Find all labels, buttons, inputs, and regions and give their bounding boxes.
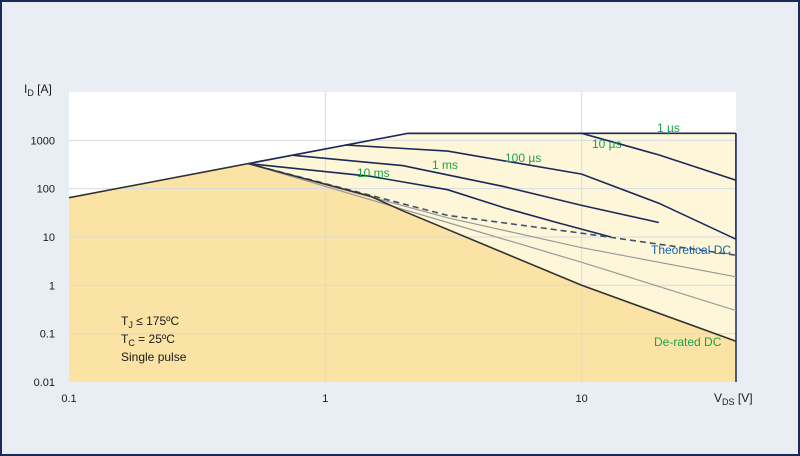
series-line-gray-2 xyxy=(248,163,736,312)
series-line-10-ms xyxy=(248,162,612,238)
condition-pulse: Single pulse xyxy=(121,350,187,364)
x-tick-label: 10 xyxy=(576,393,588,405)
x-tick-label: 0.1 xyxy=(61,393,76,405)
y-tick-label: 10 xyxy=(43,232,55,244)
series-line-de-rated-dc xyxy=(69,162,736,342)
y-tick-label: 1000 xyxy=(31,135,55,147)
series-line-1-ms xyxy=(293,154,659,224)
condition-tc: TC = 25ºC xyxy=(121,332,175,348)
y-axis-sub: D xyxy=(27,88,34,98)
x-axis-label: VDS [V] xyxy=(714,391,753,407)
x-axis-sub: DS xyxy=(722,397,735,407)
y-tick-label: 0.1 xyxy=(40,329,55,341)
safe-region-fill xyxy=(69,163,736,382)
condition-tj-main: T xyxy=(121,314,129,328)
y-tick-label: 0.01 xyxy=(34,377,55,389)
x-axis-main: V xyxy=(714,391,722,405)
x-axis-unit: [V] xyxy=(735,391,753,405)
condition-tc-sub: C xyxy=(128,338,135,348)
region-fills xyxy=(69,133,736,382)
label-theoretical-dc: Theoretical DC xyxy=(651,243,731,257)
y-axis-label: ID [A] xyxy=(24,82,52,98)
condition-tj-sub: J xyxy=(128,320,133,330)
label-derated-dc: De-rated DC xyxy=(654,335,722,349)
label-1us: 1 µs xyxy=(657,121,680,135)
condition-tc-main: T xyxy=(121,332,129,346)
y-axis-main: I xyxy=(24,82,27,96)
label-100us: 100 µs xyxy=(505,151,541,165)
condition-tj: TJ ≤ 175ºC xyxy=(121,314,180,330)
label-10us: 10 µs xyxy=(592,137,622,151)
x-tick-label: 1 xyxy=(322,393,328,405)
condition-tc-rest: = 25ºC xyxy=(135,332,175,346)
y-axis-unit: [A] xyxy=(34,82,52,96)
y-tick-label: 1 xyxy=(49,280,55,292)
series-line-10-s xyxy=(407,132,736,181)
label-1ms: 1 ms xyxy=(432,158,458,172)
series-group xyxy=(69,132,736,342)
label-10ms: 10 ms xyxy=(357,166,390,180)
condition-tj-rest: ≤ 175ºC xyxy=(133,314,180,328)
y-tick-label: 100 xyxy=(37,184,55,196)
series-line-100-s xyxy=(345,144,736,240)
tick-labels: 0.1 1 10 0.01 0.1 1 10 100 1000 xyxy=(31,135,588,405)
